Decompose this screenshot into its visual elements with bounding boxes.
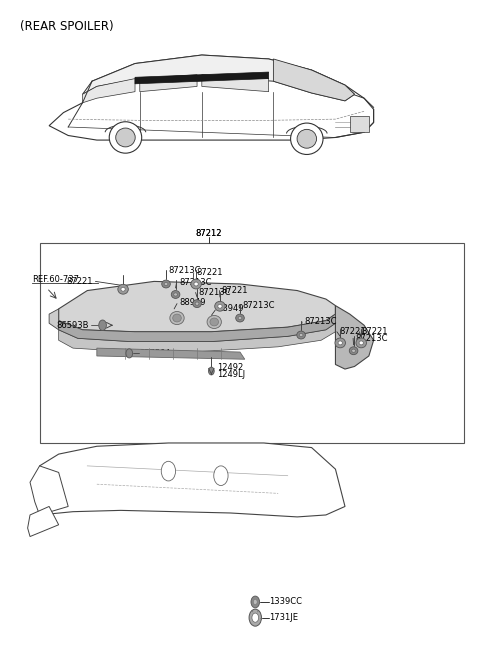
Polygon shape (274, 59, 355, 101)
Ellipse shape (299, 333, 303, 336)
Circle shape (214, 466, 228, 486)
Ellipse shape (297, 331, 305, 339)
Text: (REAR SPOILER): (REAR SPOILER) (21, 20, 114, 33)
Ellipse shape (290, 123, 323, 154)
Text: 87221: 87221 (67, 277, 93, 286)
Text: 87221: 87221 (222, 286, 248, 295)
Text: 87213C: 87213C (242, 301, 275, 310)
Polygon shape (30, 466, 68, 515)
Ellipse shape (194, 282, 198, 286)
Polygon shape (49, 55, 373, 140)
Text: 88949: 88949 (217, 304, 243, 313)
Polygon shape (59, 323, 336, 351)
Text: 92750A: 92750A (140, 349, 172, 358)
Text: 1249LJ: 1249LJ (217, 371, 245, 380)
Bar (39, 244, 464, 443)
Ellipse shape (164, 283, 168, 286)
Polygon shape (336, 306, 373, 369)
Polygon shape (97, 348, 245, 359)
Polygon shape (135, 72, 269, 84)
Polygon shape (59, 281, 336, 332)
Ellipse shape (170, 311, 184, 325)
Ellipse shape (356, 338, 366, 348)
Ellipse shape (109, 122, 142, 153)
Ellipse shape (338, 341, 342, 345)
Bar (350, 116, 369, 132)
Ellipse shape (215, 302, 225, 311)
Circle shape (252, 613, 259, 622)
Ellipse shape (193, 300, 201, 307)
Text: 87221: 87221 (339, 327, 366, 336)
Text: 87221: 87221 (196, 269, 223, 277)
Ellipse shape (349, 347, 358, 355)
Circle shape (161, 461, 176, 481)
Ellipse shape (359, 341, 363, 345)
Circle shape (208, 367, 214, 375)
Ellipse shape (297, 129, 316, 148)
Polygon shape (59, 314, 336, 342)
Ellipse shape (118, 284, 128, 294)
Ellipse shape (352, 349, 356, 352)
Text: 87213C: 87213C (179, 278, 211, 287)
Ellipse shape (162, 280, 170, 288)
Text: 87213C: 87213C (356, 334, 388, 343)
Polygon shape (83, 79, 135, 102)
Circle shape (251, 596, 260, 608)
Ellipse shape (238, 317, 242, 320)
Polygon shape (39, 443, 345, 517)
Circle shape (126, 349, 132, 358)
Ellipse shape (121, 287, 125, 291)
Polygon shape (140, 75, 197, 92)
Text: 12492: 12492 (217, 363, 243, 372)
Ellipse shape (210, 318, 218, 326)
Polygon shape (202, 75, 269, 92)
Text: 87221: 87221 (362, 327, 388, 336)
Ellipse shape (218, 304, 222, 308)
Polygon shape (83, 55, 355, 101)
Ellipse shape (191, 279, 201, 289)
Circle shape (253, 599, 257, 604)
Text: 87213C: 87213C (168, 267, 201, 275)
Ellipse shape (116, 128, 135, 147)
Text: REF.60-737: REF.60-737 (33, 275, 79, 284)
Ellipse shape (173, 314, 181, 322)
Circle shape (249, 609, 262, 626)
Ellipse shape (207, 315, 221, 328)
Text: 88949: 88949 (179, 298, 205, 307)
Polygon shape (28, 507, 59, 537)
Ellipse shape (174, 293, 178, 296)
Text: 1339CC: 1339CC (270, 597, 302, 606)
Ellipse shape (236, 314, 244, 322)
Polygon shape (49, 309, 59, 330)
Ellipse shape (195, 302, 199, 306)
Text: 1731JE: 1731JE (270, 613, 299, 622)
Text: 87213C: 87213C (304, 317, 337, 327)
Circle shape (99, 320, 107, 330)
Text: 87212: 87212 (196, 229, 222, 238)
Ellipse shape (335, 338, 346, 348)
Text: 86593B: 86593B (57, 321, 89, 330)
Ellipse shape (171, 290, 180, 298)
Text: 87212: 87212 (196, 229, 222, 238)
Text: 87213C: 87213C (198, 288, 230, 297)
